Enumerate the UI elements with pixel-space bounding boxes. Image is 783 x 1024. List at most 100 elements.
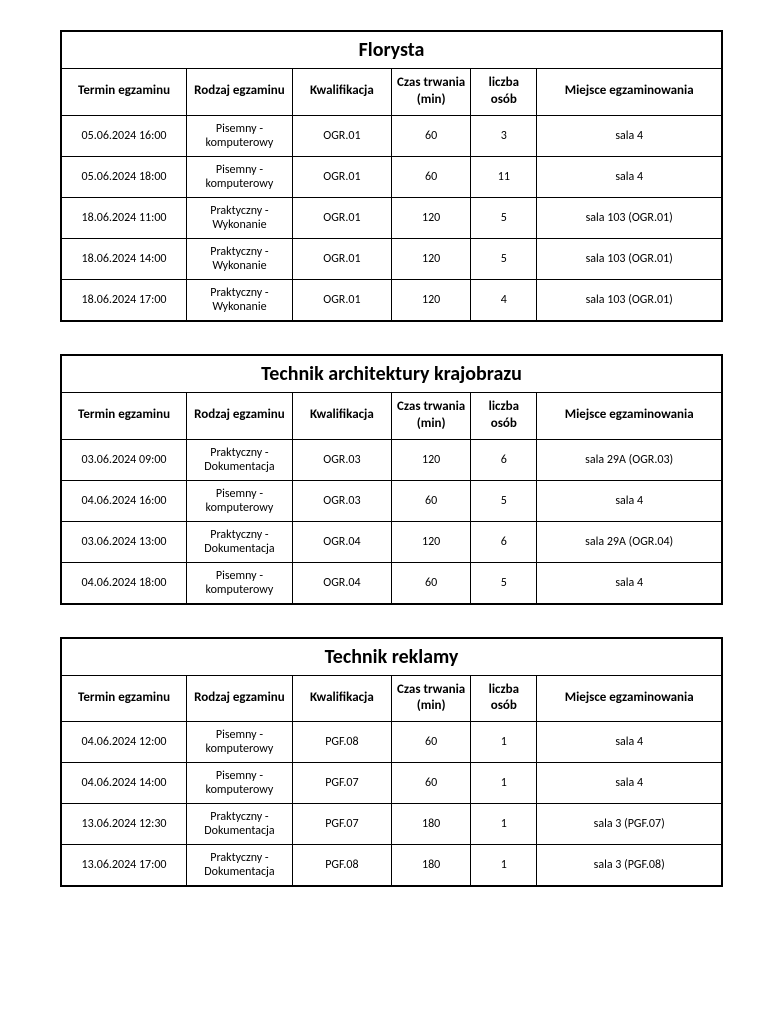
cell-miejsce: sala 29A (OGR.04) bbox=[537, 521, 722, 562]
table-row: 18.06.2024 14:00Praktyczny - WykonanieOG… bbox=[61, 238, 722, 279]
cell-miejsce: sala 3 (PGF.07) bbox=[537, 804, 722, 845]
column-header-liczba: liczba osób bbox=[471, 69, 537, 116]
table-row: 04.06.2024 14:00Pisemny - komputerowyPGF… bbox=[61, 763, 722, 804]
cell-liczba: 6 bbox=[471, 521, 537, 562]
cell-termin: 18.06.2024 14:00 bbox=[61, 238, 187, 279]
cell-rodzaj: Pisemny - komputerowy bbox=[187, 722, 293, 763]
column-header-kwalifikacja: Kwalifikacja bbox=[292, 675, 391, 722]
cell-kwalifikacja: PGF.07 bbox=[292, 804, 391, 845]
cell-rodzaj: Praktyczny - Wykonanie bbox=[187, 238, 293, 279]
cell-kwalifikacja: OGR.01 bbox=[292, 279, 391, 321]
cell-czas: 60 bbox=[391, 722, 470, 763]
table-title: Technik architektury krajobrazu bbox=[61, 355, 722, 393]
cell-kwalifikacja: OGR.04 bbox=[292, 521, 391, 562]
cell-termin: 13.06.2024 17:00 bbox=[61, 845, 187, 887]
column-header-liczba: liczba osób bbox=[471, 392, 537, 439]
cell-rodzaj: Praktyczny - Dokumentacja bbox=[187, 845, 293, 887]
cell-rodzaj: Praktyczny - Dokumentacja bbox=[187, 439, 293, 480]
cell-miejsce: sala 4 bbox=[537, 763, 722, 804]
cell-liczba: 5 bbox=[471, 238, 537, 279]
cell-liczba: 1 bbox=[471, 845, 537, 887]
cell-miejsce: sala 4 bbox=[537, 156, 722, 197]
table-title: Technik reklamy bbox=[61, 638, 722, 676]
column-header-kwalifikacja: Kwalifikacja bbox=[292, 69, 391, 116]
cell-miejsce: sala 29A (OGR.03) bbox=[537, 439, 722, 480]
column-header-miejsce: Miejsce egzaminowania bbox=[537, 675, 722, 722]
cell-czas: 60 bbox=[391, 480, 470, 521]
cell-miejsce: sala 103 (OGR.01) bbox=[537, 238, 722, 279]
table-row: 05.06.2024 18:00Pisemny - komputerowyOGR… bbox=[61, 156, 722, 197]
cell-kwalifikacja: OGR.01 bbox=[292, 238, 391, 279]
cell-rodzaj: Praktyczny - Wykonanie bbox=[187, 197, 293, 238]
cell-miejsce: sala 4 bbox=[537, 115, 722, 156]
cell-liczba: 3 bbox=[471, 115, 537, 156]
cell-miejsce: sala 4 bbox=[537, 562, 722, 604]
exam-table: Technik reklamyTermin egzaminuRodzaj egz… bbox=[60, 637, 723, 888]
column-header-miejsce: Miejsce egzaminowania bbox=[537, 392, 722, 439]
column-header-rodzaj: Rodzaj egzaminu bbox=[187, 392, 293, 439]
cell-miejsce: sala 4 bbox=[537, 480, 722, 521]
cell-liczba: 1 bbox=[471, 763, 537, 804]
cell-rodzaj: Pisemny - komputerowy bbox=[187, 562, 293, 604]
column-header-liczba: liczba osób bbox=[471, 675, 537, 722]
cell-termin: 04.06.2024 18:00 bbox=[61, 562, 187, 604]
cell-rodzaj: Praktyczny - Dokumentacja bbox=[187, 521, 293, 562]
cell-czas: 120 bbox=[391, 439, 470, 480]
cell-rodzaj: Praktyczny - Wykonanie bbox=[187, 279, 293, 321]
cell-rodzaj: Pisemny - komputerowy bbox=[187, 115, 293, 156]
exam-table: FlorystaTermin egzaminuRodzaj egzaminuKw… bbox=[60, 30, 723, 322]
table-row: 04.06.2024 16:00Pisemny - komputerowyOGR… bbox=[61, 480, 722, 521]
column-header-termin: Termin egzaminu bbox=[61, 392, 187, 439]
cell-rodzaj: Pisemny - komputerowy bbox=[187, 156, 293, 197]
cell-termin: 13.06.2024 12:30 bbox=[61, 804, 187, 845]
column-header-termin: Termin egzaminu bbox=[61, 675, 187, 722]
cell-czas: 120 bbox=[391, 197, 470, 238]
table-row: 03.06.2024 09:00Praktyczny - Dokumentacj… bbox=[61, 439, 722, 480]
exam-table: Technik architektury krajobrazuTermin eg… bbox=[60, 354, 723, 605]
column-header-czas: Czas trwania (min) bbox=[391, 392, 470, 439]
cell-kwalifikacja: OGR.01 bbox=[292, 115, 391, 156]
cell-miejsce: sala 103 (OGR.01) bbox=[537, 279, 722, 321]
cell-termin: 03.06.2024 13:00 bbox=[61, 521, 187, 562]
column-header-czas: Czas trwania (min) bbox=[391, 675, 470, 722]
cell-miejsce: sala 103 (OGR.01) bbox=[537, 197, 722, 238]
tables-container: FlorystaTermin egzaminuRodzaj egzaminuKw… bbox=[60, 30, 723, 887]
cell-kwalifikacja: PGF.07 bbox=[292, 763, 391, 804]
cell-kwalifikacja: OGR.01 bbox=[292, 156, 391, 197]
cell-czas: 60 bbox=[391, 115, 470, 156]
cell-termin: 05.06.2024 16:00 bbox=[61, 115, 187, 156]
cell-kwalifikacja: OGR.01 bbox=[292, 197, 391, 238]
cell-liczba: 6 bbox=[471, 439, 537, 480]
table-title: Florysta bbox=[61, 31, 722, 69]
cell-termin: 18.06.2024 17:00 bbox=[61, 279, 187, 321]
cell-kwalifikacja: OGR.03 bbox=[292, 480, 391, 521]
cell-termin: 04.06.2024 14:00 bbox=[61, 763, 187, 804]
column-header-rodzaj: Rodzaj egzaminu bbox=[187, 675, 293, 722]
cell-kwalifikacja: PGF.08 bbox=[292, 722, 391, 763]
cell-termin: 05.06.2024 18:00 bbox=[61, 156, 187, 197]
cell-liczba: 1 bbox=[471, 804, 537, 845]
table-row: 13.06.2024 12:30Praktyczny - Dokumentacj… bbox=[61, 804, 722, 845]
cell-liczba: 11 bbox=[471, 156, 537, 197]
cell-termin: 04.06.2024 12:00 bbox=[61, 722, 187, 763]
cell-rodzaj: Pisemny - komputerowy bbox=[187, 763, 293, 804]
cell-liczba: 4 bbox=[471, 279, 537, 321]
cell-liczba: 5 bbox=[471, 480, 537, 521]
cell-czas: 120 bbox=[391, 279, 470, 321]
table-row: 05.06.2024 16:00Pisemny - komputerowyOGR… bbox=[61, 115, 722, 156]
cell-liczba: 5 bbox=[471, 562, 537, 604]
table-row: 13.06.2024 17:00Praktyczny - Dokumentacj… bbox=[61, 845, 722, 887]
column-header-miejsce: Miejsce egzaminowania bbox=[537, 69, 722, 116]
table-row: 04.06.2024 12:00Pisemny - komputerowyPGF… bbox=[61, 722, 722, 763]
cell-termin: 18.06.2024 11:00 bbox=[61, 197, 187, 238]
cell-liczba: 5 bbox=[471, 197, 537, 238]
cell-czas: 120 bbox=[391, 238, 470, 279]
cell-kwalifikacja: OGR.03 bbox=[292, 439, 391, 480]
column-header-rodzaj: Rodzaj egzaminu bbox=[187, 69, 293, 116]
table-row: 03.06.2024 13:00Praktyczny - Dokumentacj… bbox=[61, 521, 722, 562]
cell-miejsce: sala 4 bbox=[537, 722, 722, 763]
cell-termin: 04.06.2024 16:00 bbox=[61, 480, 187, 521]
cell-rodzaj: Praktyczny - Dokumentacja bbox=[187, 804, 293, 845]
column-header-termin: Termin egzaminu bbox=[61, 69, 187, 116]
cell-miejsce: sala 3 (PGF.08) bbox=[537, 845, 722, 887]
